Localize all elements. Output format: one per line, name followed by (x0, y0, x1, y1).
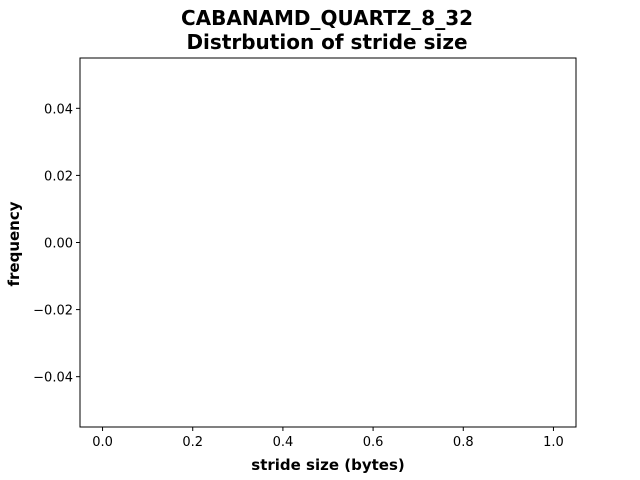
plot-area (79, 57, 577, 428)
x-tick-label: 0.4 (273, 435, 294, 450)
plot-frame (79, 57, 577, 428)
y-tick-label: 0.02 (44, 169, 73, 184)
y-tick-label: 0.00 (44, 237, 73, 252)
y-tick-label: −0.04 (33, 371, 73, 386)
x-axis-label: stride size (bytes) (251, 456, 404, 474)
x-axis-ticks: 0.0 0.2 0.4 0.6 0.8 1.0 (92, 427, 564, 450)
x-tick-label: 0.6 (363, 435, 384, 450)
y-axis-label: frequency (5, 201, 23, 286)
y-tick-label: 0.04 (44, 102, 73, 117)
chart-subtitle: Distrbution of stride size (186, 30, 467, 54)
y-axis-ticks: 0.04 0.02 0.00 −0.02 −0.04 (33, 102, 80, 386)
x-tick-label: 0.0 (92, 435, 113, 450)
x-tick-label: 1.0 (543, 435, 564, 450)
x-tick-label: 0.8 (453, 435, 474, 450)
chart-title: CABANAMD_QUARTZ_8_32 (181, 6, 473, 30)
x-tick-label: 0.2 (182, 435, 203, 450)
y-tick-label: −0.02 (33, 304, 73, 319)
